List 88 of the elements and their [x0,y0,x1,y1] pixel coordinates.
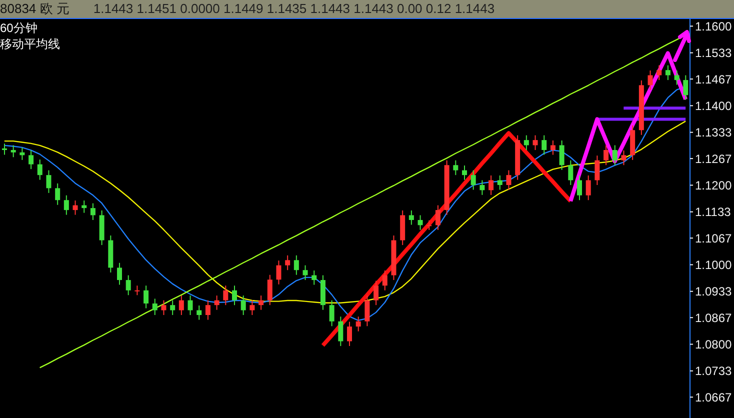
candlestick [568,160,574,186]
candlestick [594,155,600,186]
candlestick [470,170,476,190]
candlestick [356,316,361,332]
y-tick-label: 1.1333 [695,126,732,140]
candlestick [10,144,16,158]
candlestick [426,220,432,230]
candlestick [665,64,670,81]
chart-title: 80834 欧 元 [0,1,70,16]
candlestick [276,260,282,285]
line-series [568,51,688,204]
candlestick [435,204,440,230]
candlestick [161,300,166,316]
chart-subtitle: 1.1443 1.1451 0.0000 1.1449 1.1435 1.1443 1.1443 0.00 0.12 1.1443 [93,1,495,16]
candlestick [418,214,423,230]
candlestick [196,304,202,320]
y-tick-label: 1.1267 [695,152,732,166]
annotation: 移动平均线 [0,36,60,52]
candlestick [285,254,290,271]
candlestick [497,174,502,190]
candlestick [312,270,317,286]
annotation: 60分钟 [0,20,38,36]
candlestick [72,200,78,216]
candlestick [37,159,42,180]
candlestick [374,280,379,306]
candlestick [302,264,308,281]
y-tick-label: 1.1067 [695,231,732,246]
candlestick [532,134,538,151]
candlestick [232,285,237,306]
candlestick [453,160,458,176]
y-tick-label: 1.1400 [695,98,732,113]
candlestick [223,285,228,306]
y-tick-label: 1.1533 [695,46,732,60]
candlestick [674,70,680,86]
candlestick [214,295,220,310]
candlestick [586,174,591,201]
candlestick [524,134,529,151]
candlestick [205,300,210,320]
candlestick [267,274,272,306]
line-series [320,131,573,348]
candlestick [408,210,414,226]
candlestick [506,170,512,190]
candlestick [294,254,299,276]
candlestick [170,300,176,316]
y-tick-label: 1.1467 [695,72,732,86]
candlestick [329,300,334,327]
y-tick-label: 1.0800 [695,338,732,352]
candlestick [656,64,662,81]
candlestick [612,144,618,166]
candlestick [46,170,52,194]
candlestick [152,298,158,316]
candlestick [134,285,140,296]
candlestick [488,174,494,196]
candlestick [117,262,122,286]
candlestick [621,150,626,166]
candlestick [28,150,34,170]
candlestick [90,202,96,220]
y-tick-label: 1.0867 [695,310,732,325]
candlestick [382,270,388,291]
y-tick-label: 1.1200 [695,178,732,192]
candlestick [126,274,131,296]
candlestick [480,180,485,196]
candlestick [347,321,352,347]
candlestick [64,194,69,216]
candlestick [338,316,344,347]
candlestick [364,295,370,327]
y-tick-label: 1.1600 [695,19,732,34]
candlestick [55,182,60,206]
candlestick [178,295,184,316]
candlestick [250,300,255,316]
candlestick [648,70,653,90]
candlestick [144,285,149,309]
candlestick [258,295,264,310]
y-tick-label: 1.1133 [695,205,732,220]
candlestick [188,295,193,316]
candlestick [559,140,564,170]
candlestick [462,165,467,180]
candlestick [683,74,688,100]
candlestick [2,143,7,156]
candlestick [604,144,609,166]
y-tick-label: 1.0933 [695,284,732,299]
y-tick-label: 1.0667 [695,390,732,404]
y-tick-label: 1.1000 [695,258,732,272]
y-tick-label: 1.0733 [695,364,732,378]
candlestick [550,140,556,156]
candlestick [577,174,582,201]
candlestick [240,295,246,316]
candlestick [542,134,547,156]
